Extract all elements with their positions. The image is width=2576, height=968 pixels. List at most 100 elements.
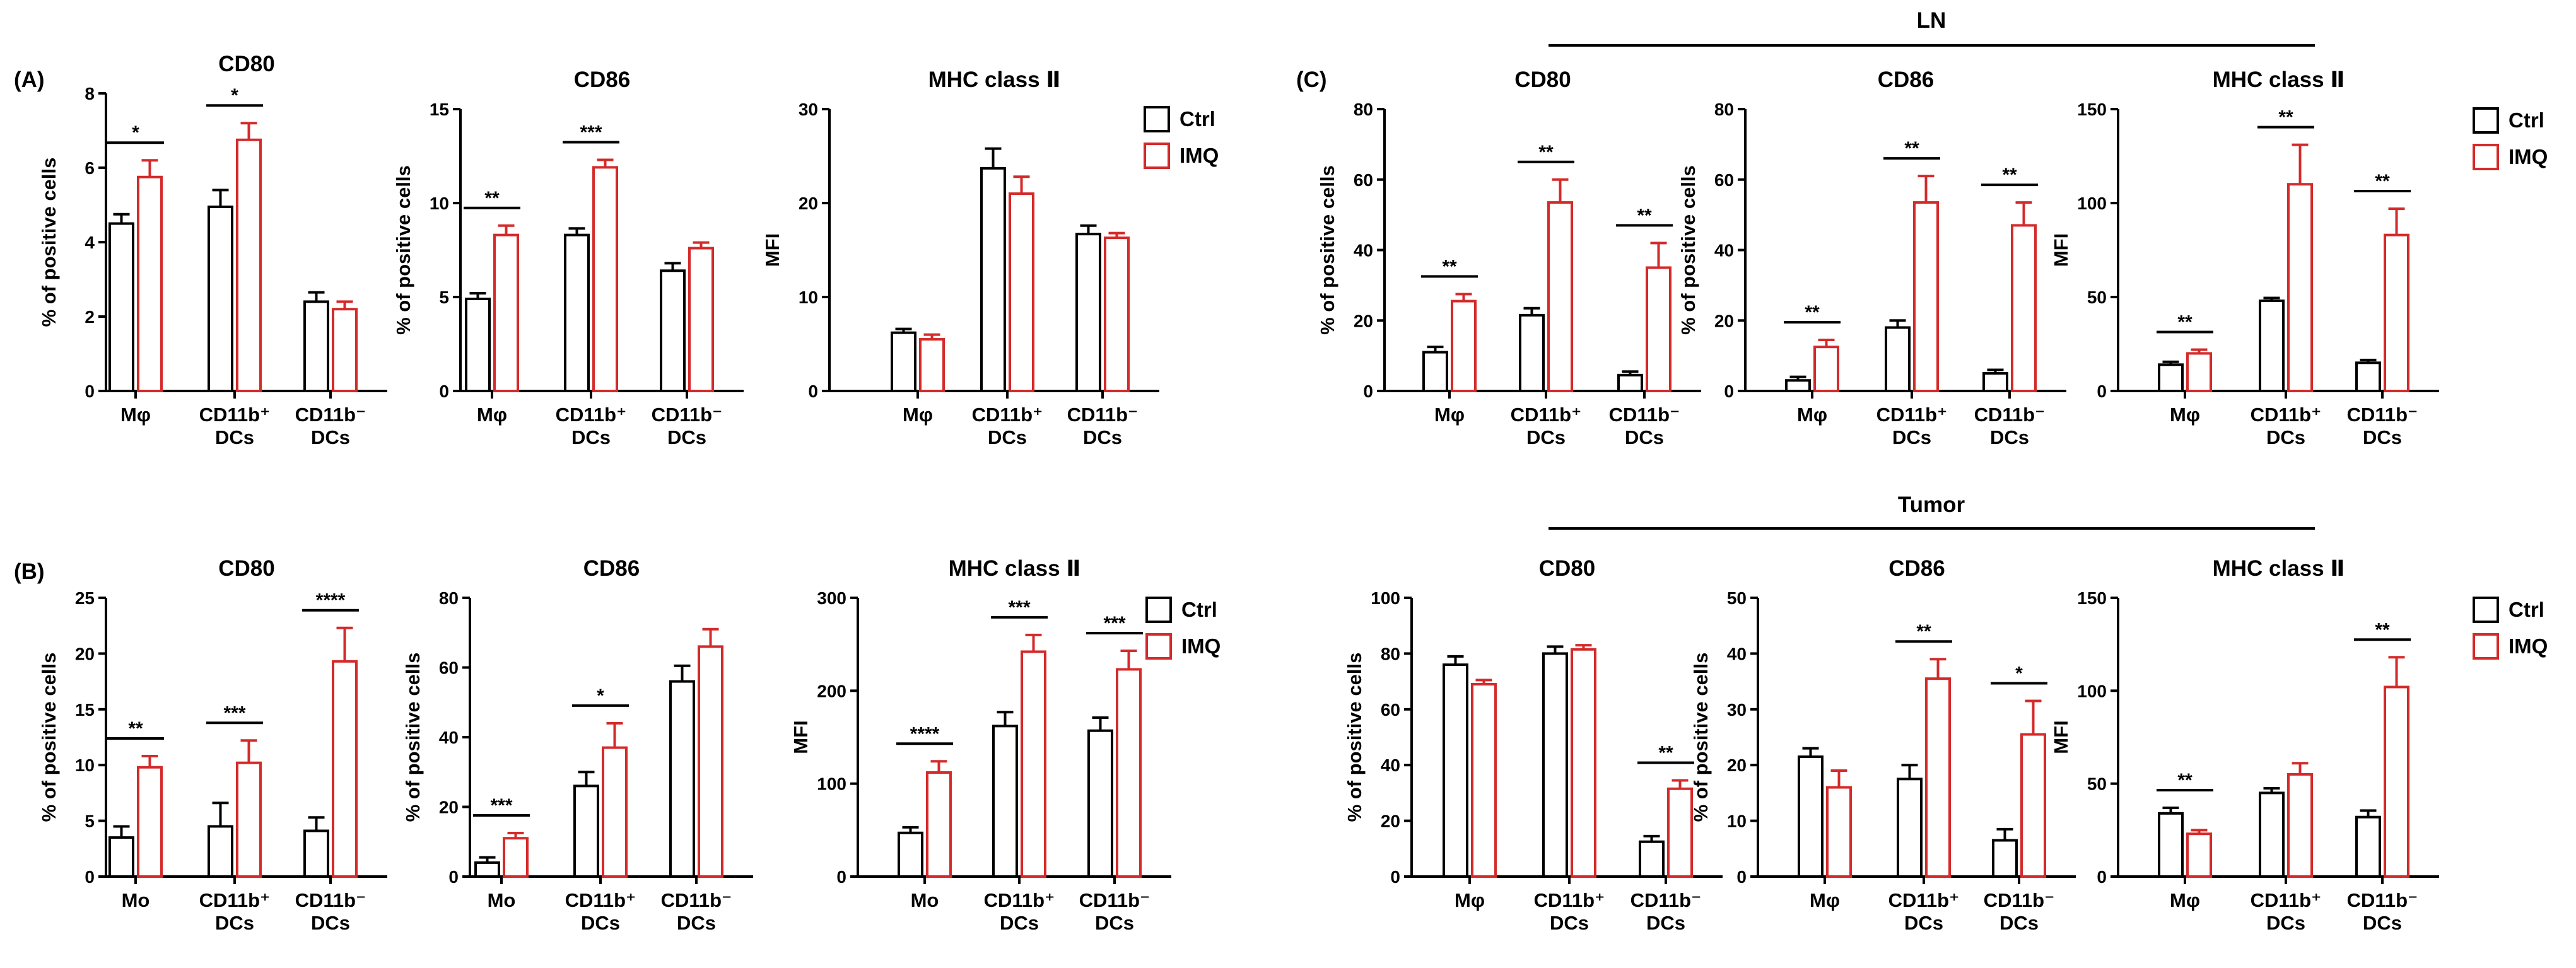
bar-imq — [926, 771, 952, 878]
y-axis-label: % of positive cells — [1316, 165, 1338, 335]
x-category-label: CD11b⁻ — [295, 889, 366, 911]
x-category-label: Mo — [488, 889, 516, 911]
bar-ctrl — [2355, 815, 2381, 878]
bar-ctrl — [1897, 778, 1923, 878]
bar-ctrl — [1087, 729, 1113, 878]
x-category-label: CD11b⁻ — [2347, 404, 2418, 426]
bar-ctrl — [1992, 839, 2018, 878]
x-category-label: Mφ — [1810, 889, 1840, 911]
x-category-label: CD11b⁻ — [1974, 404, 2046, 426]
x-category-label: DCs — [1646, 912, 1685, 934]
bar-imq — [2011, 224, 2037, 392]
y-axis-label: % of positive cells — [38, 653, 60, 822]
x-category-label: Mφ — [1455, 889, 1485, 911]
y-tick-label: 15 — [75, 700, 95, 720]
x-category-label: CD11b⁻ — [1984, 889, 2055, 911]
bar-ctrl — [980, 166, 1006, 392]
y-axis-label: % of positive cells — [392, 165, 414, 335]
y-tick-label: 0 — [448, 867, 459, 887]
significance-label: *** — [1103, 613, 1125, 634]
significance-label: ** — [2002, 165, 2017, 185]
bar-imq — [688, 247, 714, 392]
bar-ctrl — [1075, 233, 1101, 393]
legend-swatch-imq — [2473, 633, 2499, 660]
x-category-label: Mφ — [1797, 404, 1827, 426]
bar-imq — [493, 233, 519, 392]
x-category-label: DCs — [1990, 426, 2029, 448]
bar-imq — [2186, 832, 2212, 878]
bar-imq — [332, 660, 358, 878]
significance-label: ** — [2375, 171, 2390, 192]
bar-ctrl — [108, 222, 134, 392]
x-category-label: CD11b⁺ — [984, 889, 1055, 911]
y-axis-label: % of positive cells — [1690, 653, 1712, 822]
y-tick-label: 80 — [1354, 100, 1373, 119]
y-tick-label: 0 — [836, 867, 846, 887]
x-category-label: CD11b⁺ — [2251, 404, 2322, 426]
bar-imq — [236, 761, 262, 878]
y-tick-label: 6 — [85, 158, 95, 178]
y-tick-label: 4 — [85, 233, 95, 252]
y-tick-label: 10 — [75, 755, 95, 775]
legend-swatch-imq — [1144, 143, 1170, 169]
x-category-label: CD11b⁺ — [199, 889, 271, 911]
bar-ctrl — [1798, 755, 1824, 878]
legend-label-imq: IMQ — [2509, 634, 2548, 658]
x-category-label: CD11b⁻ — [1079, 889, 1150, 911]
y-tick-label: 50 — [2087, 288, 2107, 307]
y-tick-label: 40 — [1714, 241, 1734, 260]
significance-label: ** — [128, 718, 143, 739]
bar-imq — [1826, 786, 1852, 878]
significance-label: ** — [1538, 142, 1554, 163]
x-category-label: CD11b⁺ — [199, 404, 271, 426]
chart-title: CD86 — [1878, 67, 1934, 92]
bar-imq — [503, 837, 529, 878]
bar-imq — [2287, 773, 2313, 878]
x-category-label: CD11b⁻ — [661, 889, 732, 911]
y-tick-label: 20 — [1714, 311, 1734, 330]
y-tick-label: 100 — [2077, 681, 2107, 701]
x-category-label: CD11b⁻ — [652, 404, 723, 426]
bar-imq — [1116, 668, 1142, 878]
y-tick-label: 40 — [439, 728, 459, 747]
bar-imq — [1021, 650, 1046, 878]
y-axis-label: MFI — [2050, 233, 2072, 267]
x-category-label: Mo — [911, 889, 939, 911]
chart-title: CD86 — [583, 556, 640, 581]
bar-imq — [1813, 346, 1839, 392]
x-category-label: CD11b⁺ — [1888, 889, 1960, 911]
legend-label-imq: IMQ — [1180, 144, 1219, 167]
y-tick-label: 5 — [439, 288, 449, 307]
y-tick-label: 60 — [1381, 700, 1400, 720]
significance-label: **** — [910, 723, 940, 744]
chart-title: CD86 — [1888, 556, 1945, 581]
y-axis-label: % of positive cells — [402, 653, 424, 822]
chart-title: CD86 — [574, 67, 630, 92]
chart-title: MHC class Ⅱ — [2213, 556, 2345, 581]
bar-ctrl — [1422, 351, 1448, 392]
bar-ctrl — [669, 680, 695, 878]
bar-imq — [602, 746, 628, 878]
x-category-label: DCs — [2363, 912, 2402, 934]
chart-title: MHC class Ⅱ — [928, 67, 1061, 92]
bar-ctrl — [2158, 812, 2184, 878]
bar-ctrl — [992, 725, 1018, 878]
y-tick-label: 40 — [1727, 644, 1747, 663]
bar-imq — [2384, 233, 2409, 392]
y-tick-label: 20 — [799, 194, 818, 213]
legend-bottom-left: Ctrl IMQ — [1145, 597, 1221, 660]
x-category-label: DCs — [1892, 426, 1931, 448]
legend-swatch-ctrl — [1145, 597, 1172, 623]
bar-ctrl — [2259, 791, 2285, 878]
bar-ctrl — [2259, 299, 2285, 392]
bar-ctrl — [1617, 373, 1643, 393]
y-tick-label: 8 — [85, 84, 95, 103]
x-category-label: DCs — [2266, 426, 2305, 448]
significance-label: ** — [1916, 621, 1931, 642]
bar-imq — [1451, 300, 1477, 392]
bar-imq — [1667, 787, 1693, 878]
